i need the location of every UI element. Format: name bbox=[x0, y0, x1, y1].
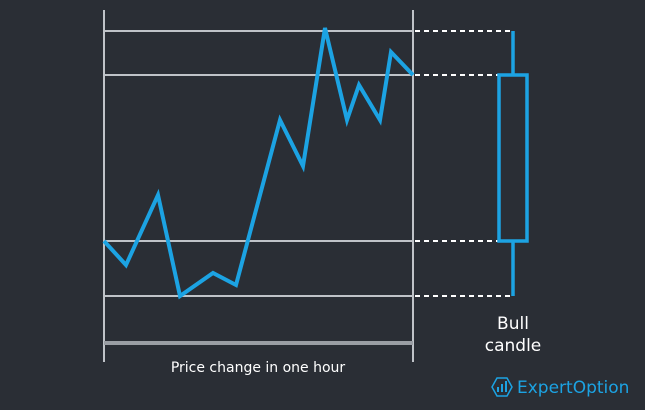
frame bbox=[103, 10, 414, 362]
logo-text: ExpertOption bbox=[517, 378, 629, 398]
logo-icon-bar bbox=[497, 387, 499, 392]
candle-label-line: candle bbox=[485, 336, 542, 356]
logo-icon bbox=[491, 377, 513, 397]
logo-icon-bar bbox=[505, 381, 507, 392]
caption: Price change in one hour bbox=[171, 360, 346, 376]
dashed-guides bbox=[415, 30, 512, 297]
logo: ExpertOption bbox=[491, 377, 629, 398]
candle-label-line: Bull bbox=[497, 314, 529, 334]
price-line bbox=[102, 27, 415, 300]
candle bbox=[497, 31, 529, 296]
logo-icon-bar bbox=[501, 384, 503, 392]
